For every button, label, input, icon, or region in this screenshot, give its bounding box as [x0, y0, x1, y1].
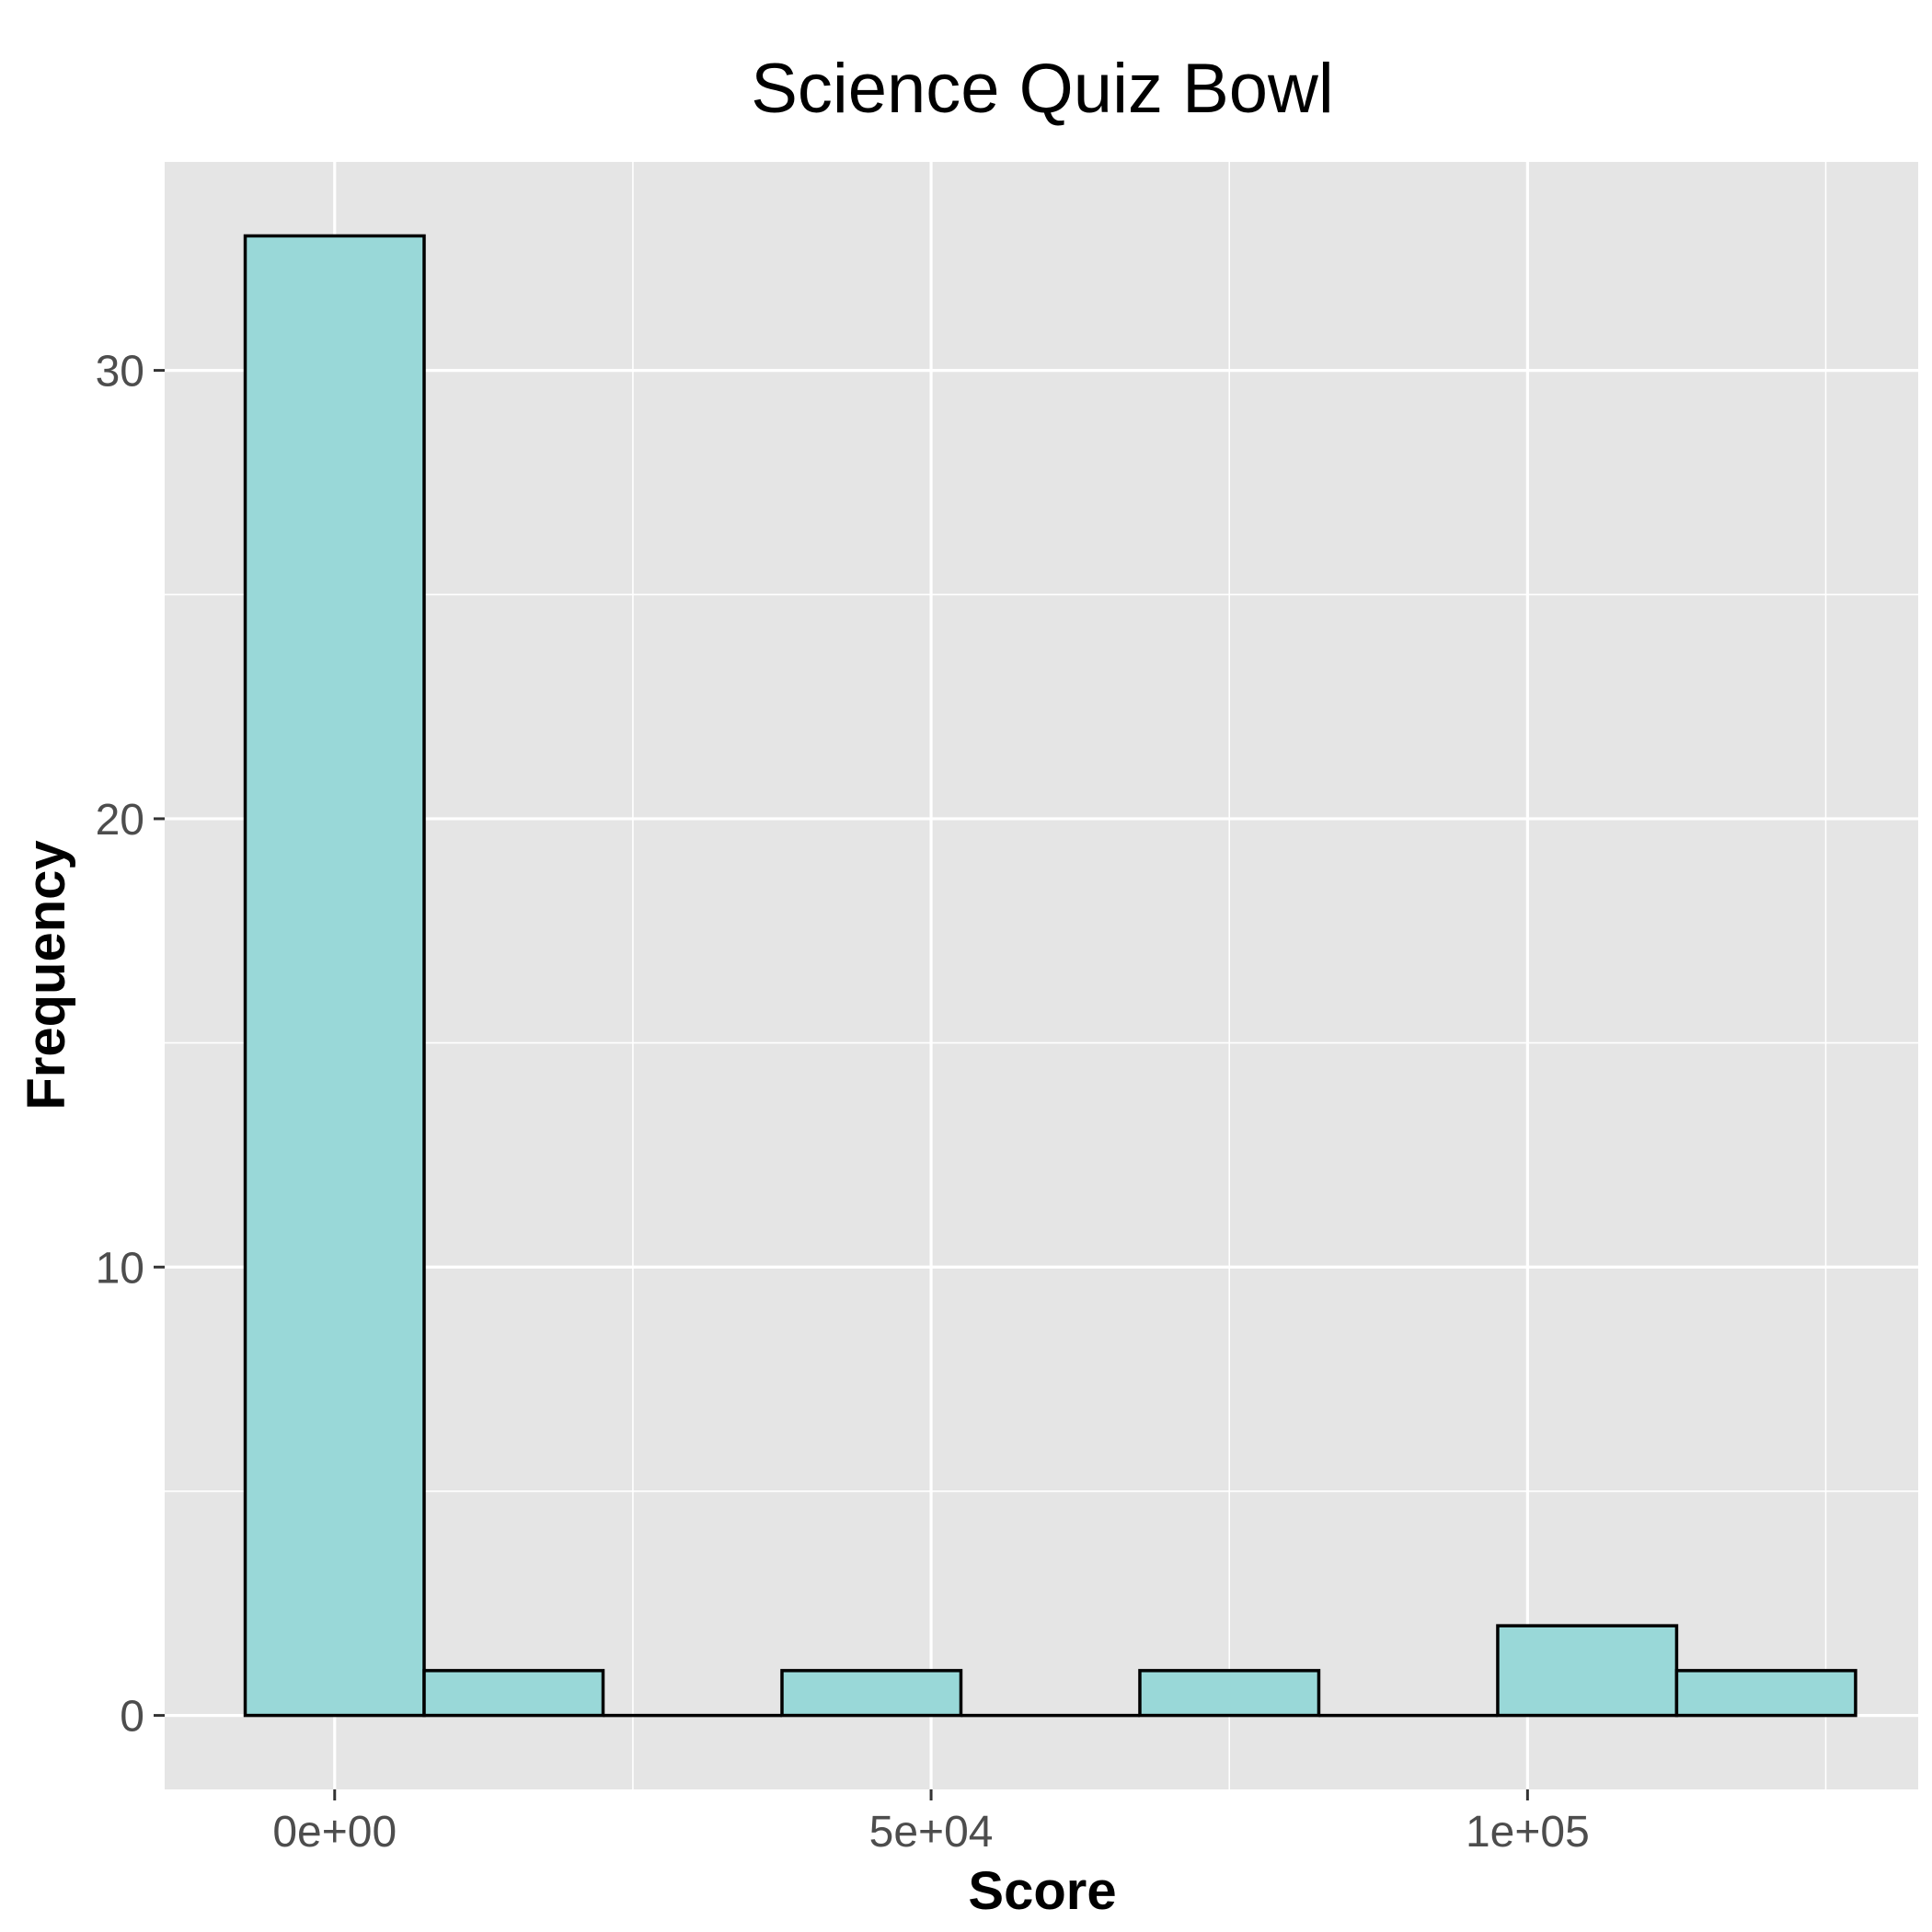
- axis-tick-labels: 0e+00 5e+04 1e+05 0 10 20 30: [96, 348, 1590, 1857]
- histogram-bar-3: [780, 1669, 963, 1718]
- x-tick-label: 0e+00: [272, 1808, 397, 1857]
- histogram-bar-1: [422, 1669, 605, 1718]
- y-tick-label: 30: [96, 348, 144, 397]
- histogram-bar-7: [1496, 1624, 1679, 1718]
- axis-ticks: [154, 369, 1529, 1800]
- histogram-bar-8: [1674, 1669, 1857, 1718]
- y-tick-label: 0: [120, 1693, 144, 1742]
- histogram-bar-0: [243, 234, 426, 1718]
- x-axis-title: Score: [968, 1861, 1116, 1921]
- minor-gridlines: [165, 162, 1918, 1789]
- x-tick-label: 5e+04: [869, 1808, 994, 1857]
- y-axis-title: Frequency: [17, 840, 76, 1110]
- x-tick-label: 1e+05: [1466, 1808, 1590, 1857]
- histogram-bars: [243, 234, 1857, 1718]
- y-tick-label: 10: [96, 1244, 144, 1293]
- histogram-bar-5: [1138, 1669, 1321, 1718]
- plot-panel: [165, 162, 1918, 1789]
- y-tick-label: 20: [96, 796, 144, 845]
- chart-title: Science Quiz Bowl: [751, 50, 1334, 128]
